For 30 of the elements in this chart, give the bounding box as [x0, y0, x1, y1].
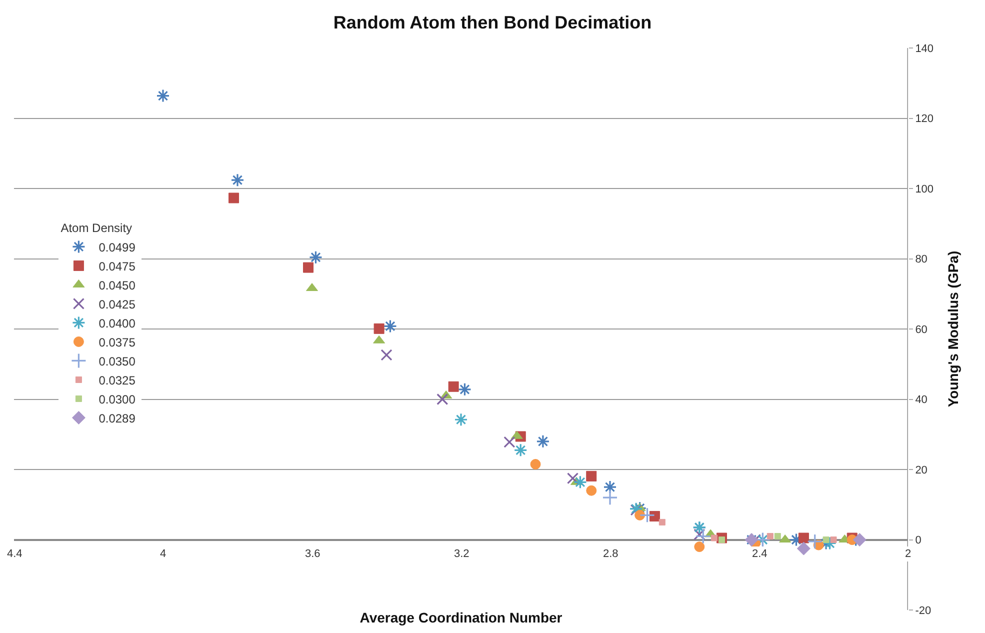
x-tick-label: 2.4: [752, 548, 768, 560]
x-tick-label: 2: [905, 548, 912, 560]
y-tick-label: 80: [915, 254, 928, 266]
y-tick-label: -20: [915, 604, 932, 617]
x-tick-label: 3.2: [454, 548, 470, 560]
legend-label: 0.0400: [98, 316, 136, 330]
y-tick-label: 40: [915, 394, 928, 406]
y-tick-label: 0: [915, 534, 922, 547]
x-tick-label: 4: [160, 548, 166, 560]
x-axis-title: Average Coordination Number: [360, 609, 563, 626]
y-tick-label: 100: [915, 183, 934, 196]
x-tick-label: 2.8: [603, 548, 618, 560]
chart-title: Random Atom then Bond Decimation: [333, 12, 652, 32]
legend-label: 0.0350: [98, 354, 136, 368]
legend-title: Atom Density: [60, 221, 132, 236]
legend-label: 0.0450: [98, 278, 136, 292]
legend-label: 0.0289: [98, 411, 136, 426]
x-tick-label: 3.6: [305, 548, 320, 560]
y-tick-label: 140: [915, 42, 934, 55]
y-axis-title: Young's Modulus (GPa): [944, 250, 961, 408]
y-tick-label: 120: [915, 113, 934, 126]
legend-label: 0.0475: [98, 259, 136, 274]
y-tick-label: 60: [915, 324, 928, 336]
legend-label: 0.0325: [98, 373, 136, 388]
legend-label: 0.0375: [98, 335, 136, 350]
legend-label: 0.0425: [98, 297, 136, 312]
legend-label: 0.0499: [98, 240, 136, 254]
y-tick-label: 20: [915, 464, 928, 476]
x-tick-label: 4.4: [7, 548, 22, 560]
legend-label: 0.0300: [98, 392, 136, 406]
